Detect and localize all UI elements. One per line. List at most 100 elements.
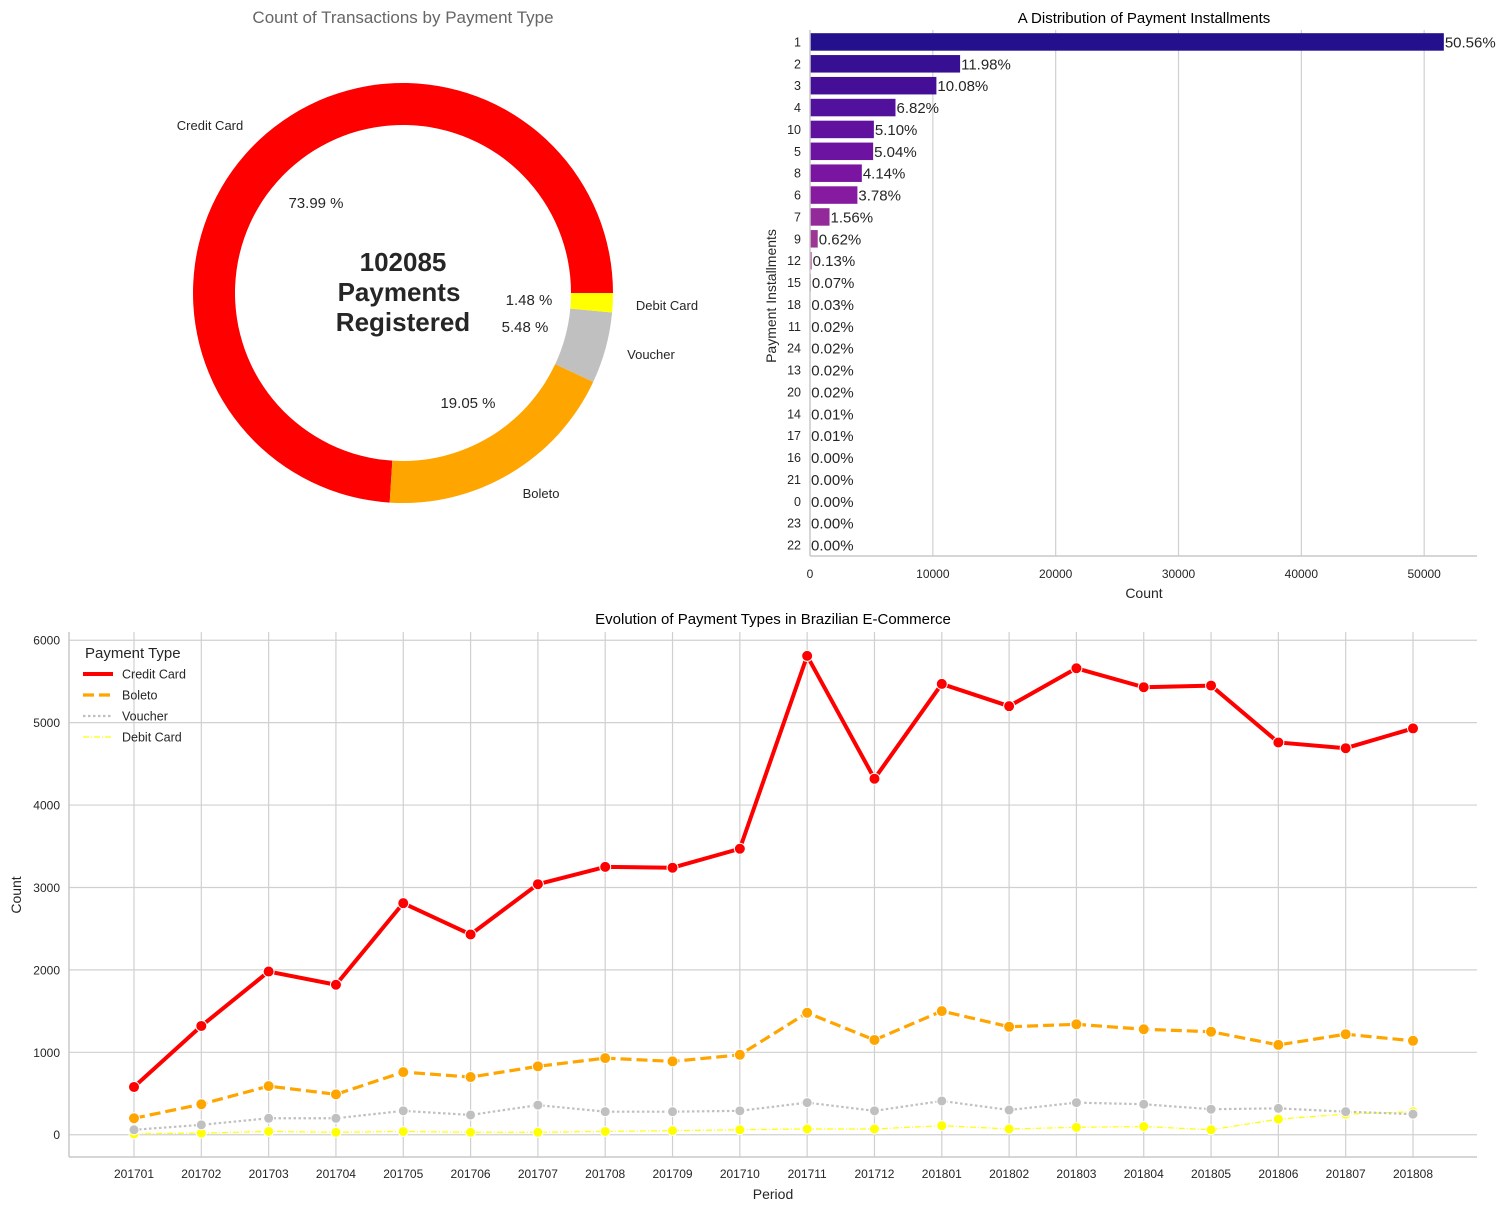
point-boleto-201706 bbox=[464, 1071, 477, 1084]
donut-pct-credit-card: 73.99 % bbox=[288, 195, 343, 212]
point-boleto-201707 bbox=[531, 1060, 544, 1073]
bar-value-label: 50.56% bbox=[1445, 34, 1496, 51]
bar-installments-4 bbox=[810, 98, 896, 117]
point-credit-card-201703 bbox=[262, 965, 275, 978]
bar-value-label: 5.04% bbox=[874, 144, 917, 161]
bar-category-label: 7 bbox=[794, 210, 801, 224]
point-voucher-201711 bbox=[801, 1097, 813, 1109]
point-voucher-201702 bbox=[195, 1119, 207, 1131]
point-boleto-201805 bbox=[1205, 1025, 1218, 1038]
line-x-tick-label: 201710 bbox=[720, 1167, 760, 1181]
donut-pct-debit-card: 1.48 % bbox=[506, 292, 553, 309]
point-boleto-201710 bbox=[733, 1048, 746, 1061]
point-credit-card-201802 bbox=[1003, 700, 1016, 713]
line-y-tick-label: 2000 bbox=[33, 963, 60, 977]
point-debit-card-201708 bbox=[599, 1125, 611, 1137]
line-y-tick-label: 4000 bbox=[33, 799, 60, 813]
point-debit-card-201806 bbox=[1272, 1113, 1284, 1125]
point-credit-card-201702 bbox=[195, 1019, 208, 1032]
point-debit-card-201801 bbox=[936, 1120, 948, 1132]
bar-x-tick-label: 40000 bbox=[1285, 567, 1319, 581]
bar-category-label: 21 bbox=[787, 473, 801, 487]
point-credit-card-201709 bbox=[666, 861, 679, 874]
bar-value-label: 0.00% bbox=[811, 494, 854, 511]
line-y-tick-label: 6000 bbox=[33, 634, 60, 648]
point-boleto-201804 bbox=[1137, 1023, 1150, 1036]
point-debit-card-201805 bbox=[1205, 1124, 1217, 1136]
donut-slice-debit-card bbox=[570, 293, 613, 313]
donut-label-debit-card: Debit Card bbox=[636, 298, 698, 313]
point-debit-card-201802 bbox=[1003, 1123, 1015, 1135]
bar-value-label: 0.02% bbox=[811, 384, 854, 401]
bar-category-label: 6 bbox=[794, 189, 801, 203]
point-voucher-201701 bbox=[128, 1124, 140, 1136]
bar-installments-6 bbox=[810, 186, 858, 204]
point-boleto-201801 bbox=[935, 1005, 948, 1018]
line-x-tick-label: 201801 bbox=[922, 1167, 962, 1181]
bar-category-label: 0 bbox=[794, 495, 801, 509]
point-boleto-201711 bbox=[801, 1006, 814, 1019]
bar-category-label: 23 bbox=[787, 517, 801, 531]
point-voucher-201801 bbox=[936, 1095, 948, 1107]
line-y-tick-label: 5000 bbox=[33, 716, 60, 730]
point-voucher-201807 bbox=[1340, 1106, 1352, 1118]
donut-pct-voucher: 5.48 % bbox=[502, 319, 549, 336]
bar-value-label: 0.07% bbox=[812, 275, 855, 292]
line-x-tick-label: 201807 bbox=[1326, 1167, 1366, 1181]
legend-label-debit-card: Debit Card bbox=[122, 731, 182, 745]
point-voucher-201706 bbox=[465, 1109, 477, 1121]
bar-category-label: 10 bbox=[787, 123, 801, 137]
line-x-tick-label: 201703 bbox=[249, 1167, 289, 1181]
donut-slice-voucher bbox=[555, 308, 613, 382]
bar-category-label: 20 bbox=[787, 385, 801, 399]
bar-category-label: 5 bbox=[794, 145, 801, 159]
bar-x-tick-label: 30000 bbox=[1162, 567, 1196, 581]
donut-pct-boleto: 19.05 % bbox=[440, 395, 495, 412]
point-boleto-201803 bbox=[1070, 1018, 1083, 1031]
line-y-tick-label: 1000 bbox=[33, 1046, 60, 1060]
series-boleto bbox=[128, 1005, 1419, 1125]
bar-installments-9 bbox=[810, 230, 818, 248]
point-boleto-201702 bbox=[195, 1098, 208, 1111]
bar-category-label: 12 bbox=[787, 254, 801, 268]
point-debit-card-201710 bbox=[734, 1124, 746, 1136]
legend-label-voucher: Voucher bbox=[122, 710, 168, 724]
point-voucher-201704 bbox=[330, 1112, 342, 1124]
point-voucher-201802 bbox=[1003, 1104, 1015, 1116]
bar-installments-1 bbox=[810, 33, 1444, 51]
point-voucher-201709 bbox=[667, 1106, 679, 1118]
bar-value-label: 1.56% bbox=[831, 209, 874, 226]
donut-center-total: 102085 bbox=[360, 247, 447, 277]
point-credit-card-201801 bbox=[935, 677, 948, 690]
series-line-boleto bbox=[133, 1009, 1414, 1120]
line-y-tick-label: 0 bbox=[53, 1128, 60, 1142]
point-boleto-201704 bbox=[329, 1088, 342, 1101]
point-boleto-201703 bbox=[262, 1080, 275, 1093]
line-x-tick-label: 201711 bbox=[788, 1167, 827, 1181]
point-boleto-201807 bbox=[1339, 1028, 1352, 1041]
point-debit-card-201707 bbox=[532, 1126, 544, 1138]
point-voucher-201710 bbox=[734, 1105, 746, 1117]
line-x-tick-label: 201707 bbox=[518, 1167, 558, 1181]
bar-category-label: 3 bbox=[794, 79, 801, 93]
bar-chart-title: A Distribution of Payment Installments bbox=[1018, 10, 1271, 27]
bar-value-label: 5.10% bbox=[875, 122, 918, 139]
bar-value-label: 0.62% bbox=[819, 231, 862, 248]
bar-installments-10 bbox=[810, 120, 874, 139]
line-x-tick-label: 201806 bbox=[1258, 1167, 1298, 1181]
series-debit-card bbox=[128, 1106, 1419, 1140]
point-debit-card-201703 bbox=[263, 1125, 275, 1137]
line-x-tick-label: 201705 bbox=[383, 1167, 423, 1181]
series-line-credit-card bbox=[132, 653, 1414, 1089]
point-boleto-201701 bbox=[128, 1112, 140, 1125]
point-debit-card-201712 bbox=[868, 1123, 880, 1135]
bar-installments-7 bbox=[810, 208, 830, 226]
series-line-voucher bbox=[133, 1099, 1414, 1131]
line-x-tick-label: 201804 bbox=[1124, 1167, 1164, 1181]
bar-category-label: 24 bbox=[787, 342, 801, 356]
point-credit-card-201711 bbox=[801, 649, 814, 662]
evolution-line-chart: Evolution of Payment Types in Brazilian … bbox=[8, 611, 1477, 1202]
line-x-tick-label: 201702 bbox=[181, 1167, 221, 1181]
point-boleto-201806 bbox=[1272, 1038, 1285, 1051]
